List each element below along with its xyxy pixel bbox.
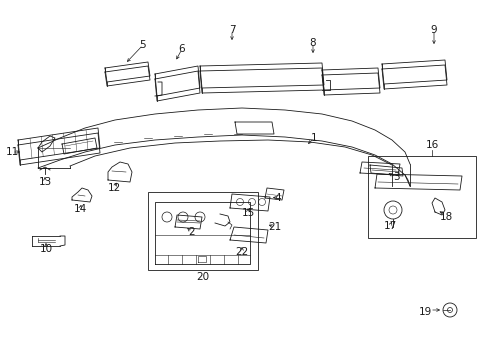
- Text: 7: 7: [228, 25, 235, 35]
- Bar: [148, 192, 258, 270]
- Text: 20: 20: [196, 272, 209, 282]
- Text: 22: 22: [235, 247, 248, 257]
- Text: 12: 12: [107, 183, 121, 193]
- Text: 14: 14: [73, 204, 86, 214]
- Text: 1: 1: [310, 133, 317, 143]
- Text: 13: 13: [38, 177, 52, 187]
- Text: 21: 21: [268, 222, 281, 232]
- Text: 15: 15: [241, 208, 254, 218]
- Text: 18: 18: [439, 212, 452, 222]
- Text: 19: 19: [418, 307, 431, 317]
- Text: 8: 8: [309, 38, 316, 48]
- Bar: [367, 156, 475, 238]
- Text: 9: 9: [430, 25, 436, 35]
- Text: 6: 6: [178, 44, 185, 54]
- Text: 5: 5: [140, 40, 146, 50]
- Text: 11: 11: [5, 147, 19, 157]
- Text: 4: 4: [274, 193, 281, 203]
- Text: 3: 3: [392, 172, 399, 182]
- Text: 10: 10: [40, 244, 52, 254]
- Text: 2: 2: [188, 227, 195, 237]
- Text: 16: 16: [425, 140, 438, 150]
- Text: 17: 17: [383, 221, 396, 231]
